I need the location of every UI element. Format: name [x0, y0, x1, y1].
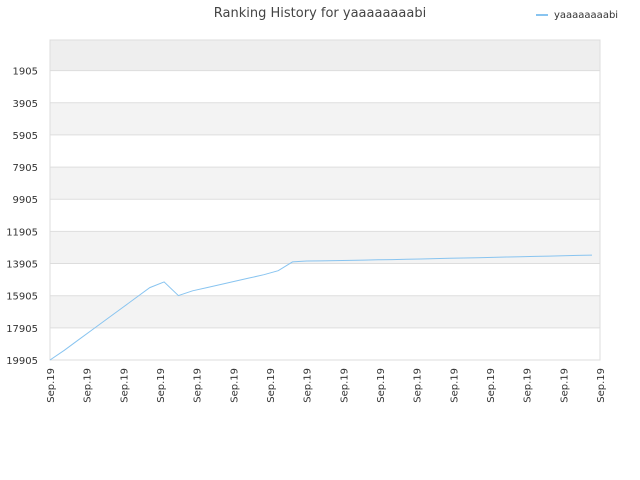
background-band — [50, 40, 600, 71]
x-tick-label: Sep.19 — [156, 368, 167, 403]
x-tick-label: Sep.19 — [193, 368, 204, 403]
legend[interactable]: yaaaaaaaabi — [536, 10, 618, 21]
x-tick-label: Sep.19 — [266, 368, 277, 403]
x-tick-label: Sep.19 — [83, 368, 94, 403]
x-tick-label: Sep.19 — [413, 368, 424, 403]
y-tick-label: 17905 — [6, 324, 38, 335]
background-band — [50, 102, 600, 135]
y-tick-label: 7905 — [13, 163, 38, 174]
y-tick-label: 19905 — [6, 356, 38, 367]
y-tick-label: 11905 — [6, 227, 38, 238]
background-bands — [50, 40, 600, 328]
x-tick-label: Sep.19 — [486, 368, 497, 403]
x-tick-label: Sep.19 — [339, 368, 350, 403]
x-tick-label: Sep.19 — [559, 368, 570, 403]
background-band — [50, 231, 600, 264]
plot-area-frame — [49, 39, 601, 361]
background-band — [50, 295, 600, 328]
legend-label: yaaaaaaaabi — [554, 10, 618, 21]
x-tick-label: Sep.19 — [46, 368, 57, 403]
y-tick-label: 9905 — [13, 195, 38, 206]
x-tick-label: Sep.19 — [449, 368, 460, 403]
x-tick-label: Sep.19 — [523, 368, 534, 403]
x-tick-label: Sep.19 — [119, 368, 130, 403]
x-tick-label: Sep.19 — [376, 368, 387, 403]
x-axis-ticks: Sep.19 Sep.19 Sep.19 Sep.19 Sep.19 Sep.19 Sep.… — [46, 368, 607, 403]
x-tick-label: Sep.19 — [229, 368, 240, 403]
x-tick-label: Sep.19 — [596, 368, 607, 403]
y-tick-label: 5905 — [13, 131, 38, 142]
background-band — [50, 167, 600, 200]
y-tick-label: 1905 — [13, 67, 38, 78]
y-tick-label: 13905 — [6, 260, 38, 271]
x-tick-label: Sep.19 — [303, 368, 314, 403]
y-tick-label: 15905 — [6, 292, 38, 303]
series-line — [49, 254, 593, 361]
chart-title: Ranking History for yaaaaaaaabi — [214, 6, 426, 21]
y-tick-label: 3905 — [13, 99, 38, 110]
y-axis-ticks: 1905 3905 5905 7905 9905 11905 13905 15905 17905… — [6, 67, 38, 367]
